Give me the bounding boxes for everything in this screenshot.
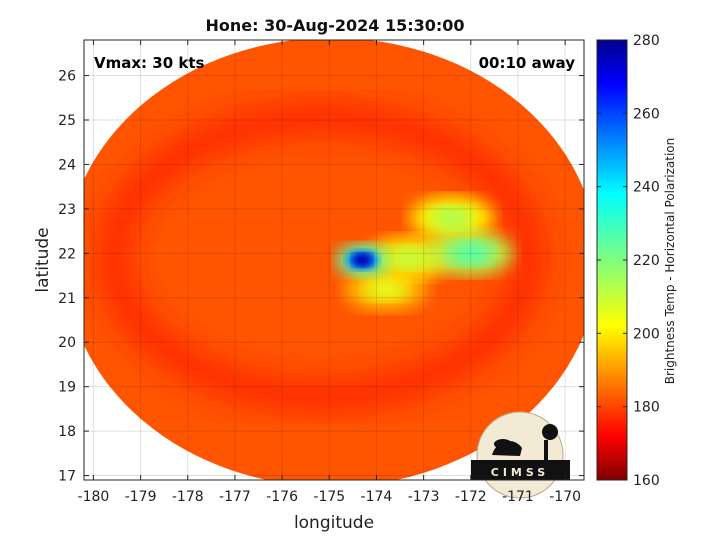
- x-tick-label: -172: [455, 489, 487, 505]
- y-tick-label: 24: [58, 157, 76, 173]
- colorbar-tick-label: 240: [633, 180, 660, 196]
- chart-title: Hone: 30-Aug-2024 15:30:00: [205, 16, 464, 35]
- x-axis-ticks: -180 -179 -178 -177 -176 -175 -174 -173 -172 -171…: [78, 40, 581, 505]
- x-tick-label: -178: [172, 489, 204, 505]
- y-tick-label: 20: [58, 335, 76, 351]
- colorbar-label: Brightness Temp - Horizontal Polarizatio…: [663, 138, 677, 385]
- y-tick-label: 17: [58, 469, 76, 485]
- x-tick-label: -171: [502, 489, 534, 505]
- x-tick-label: -173: [408, 489, 440, 505]
- y-tick-label: 23: [58, 202, 76, 218]
- swath-layer: [84, 40, 584, 480]
- colorbar-tick-label: 160: [633, 473, 660, 489]
- x-tick-label: -180: [78, 489, 110, 505]
- x-axis-label: longitude: [294, 513, 374, 533]
- logo-text: CIMSS: [491, 466, 549, 479]
- x-tick-label: -175: [313, 489, 345, 505]
- y-tick-label: 21: [58, 291, 76, 307]
- colorbar-tick-label: 180: [633, 400, 660, 416]
- x-tick-label: -174: [361, 489, 393, 505]
- vmax-annotation: Vmax: 30 kts: [94, 54, 204, 72]
- colorbar-tick-label: 260: [633, 106, 660, 122]
- rainband-feature: [363, 276, 408, 301]
- rainband-feature: [429, 205, 474, 230]
- colorbar: [596, 39, 628, 481]
- rainband-feature: [387, 245, 432, 270]
- core-feature: [352, 253, 373, 267]
- rainband-feature: [448, 241, 493, 266]
- colorbar-ticks: 160 180 200 220 240 260 280: [597, 33, 660, 489]
- x-tick-label: -179: [125, 489, 157, 505]
- y-tick-label: 22: [58, 246, 76, 262]
- y-axis-label: latitude: [33, 227, 53, 292]
- cimss-logo: CIMSS: [471, 411, 570, 499]
- y-tick-label: 19: [58, 380, 76, 396]
- y-tick-label: 26: [58, 69, 76, 85]
- axes-frame: [83, 39, 585, 481]
- x-tick-label: -170: [549, 489, 581, 505]
- y-axis-ticks: 17 18 19 20 21 22 23 24 25 26: [58, 69, 584, 485]
- grid-lines: [84, 40, 584, 480]
- y-tick-label: 25: [58, 113, 76, 129]
- colorbar-tick-label: 200: [633, 326, 660, 342]
- time-away-annotation: 00:10 away: [479, 54, 576, 72]
- colorbar-tick-label: 280: [633, 33, 660, 49]
- swath-band: [96, 101, 547, 414]
- x-tick-label: -177: [219, 489, 251, 505]
- x-tick-label: -176: [266, 489, 298, 505]
- colorbar-tick-label: 220: [633, 253, 660, 269]
- y-tick-label: 18: [58, 424, 76, 440]
